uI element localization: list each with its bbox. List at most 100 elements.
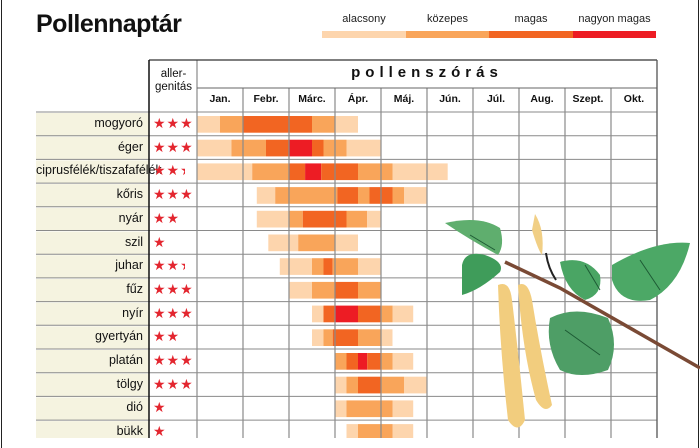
plant-name: gyertyán (95, 329, 143, 344)
plant-name: szil (124, 234, 143, 249)
legend-label: közepes (427, 13, 468, 25)
row-label-background (36, 207, 149, 231)
pollen-segment (358, 329, 381, 346)
month-label: Júl. (486, 93, 506, 105)
legend-label: alacsony (342, 13, 386, 25)
plant-name: juhar (115, 258, 143, 273)
pollen-segment (358, 258, 381, 275)
row-label-background (36, 255, 149, 278)
plant-name: éger (117, 139, 143, 154)
pollen-segment (337, 187, 358, 204)
pollen-segment (392, 163, 448, 181)
allergenicity-stars: ★★★ (153, 257, 185, 274)
pollen-segment (392, 400, 414, 418)
pollen-segment (358, 187, 370, 204)
row-label-background (36, 184, 149, 207)
pollen-segment (302, 210, 347, 228)
pollen-segment (312, 116, 335, 133)
pollen-segment (312, 329, 324, 346)
pollen-segment (335, 353, 347, 370)
pollen-segment (346, 400, 393, 418)
allergenicity-header: aller-genitás (150, 68, 197, 94)
pollen-segment (323, 305, 335, 323)
row-label-background (36, 397, 149, 421)
pollen-segment (335, 305, 358, 323)
pollen-segment (312, 139, 324, 157)
pollen-segment (268, 234, 299, 252)
pollen-segment (381, 305, 393, 323)
row-label-background (36, 421, 149, 438)
month-label: Jún. (439, 93, 461, 105)
pollen-segment (252, 163, 289, 181)
pollen-segment (358, 163, 393, 181)
row-label-background (36, 350, 149, 373)
legend-swatch (489, 31, 573, 38)
row-label-background (36, 326, 149, 349)
plant-name: ciprusfélék/tiszafafélék (36, 163, 162, 178)
allergenicity-stars: ★★★ (153, 186, 194, 203)
plant-name: nyár (118, 210, 143, 225)
pollen-segment (335, 234, 358, 252)
pollen-segment (332, 329, 358, 346)
pollen-segment (404, 187, 427, 204)
pollen-segment (266, 139, 289, 157)
page-title: Pollennaptár (36, 10, 182, 38)
pollen-segment (346, 424, 358, 438)
pollen-segment (381, 329, 393, 346)
row-label-background (36, 160, 149, 184)
allergenicity-header-line: genitás (154, 81, 193, 93)
pollen-segment (404, 376, 427, 394)
pollen-segment (275, 187, 338, 204)
row-label-background (36, 231, 149, 255)
pollen-segment (321, 163, 358, 181)
pollen-segment (312, 281, 335, 299)
pollen-segment (197, 163, 253, 181)
pollen-segment (392, 353, 414, 370)
pollen-segment (332, 258, 358, 275)
pollen-segment (381, 376, 404, 394)
pollen-segment (279, 258, 312, 275)
pollen-segment (231, 139, 266, 157)
pollen-segment (381, 353, 393, 370)
plant-name: kőris (116, 187, 143, 202)
half-star-icon: ★ (180, 257, 185, 274)
month-label: Okt. (623, 93, 645, 105)
pollen-segment (358, 424, 393, 438)
birch-branch-illustration (445, 214, 700, 428)
legend-swatch (405, 31, 489, 38)
pollen-segment (335, 376, 347, 394)
pollen-segment (256, 187, 276, 204)
plant-name: mogyoró (94, 116, 143, 130)
pollen-segment (289, 139, 312, 157)
row-label-background (36, 113, 149, 136)
pollen-segment (358, 376, 381, 394)
allergenicity-stars: ★★★ (153, 304, 194, 321)
plant-name: fűz (126, 281, 143, 296)
month-label: Febr. (253, 93, 279, 105)
pollen-segment (289, 210, 303, 228)
pollen-segment (197, 139, 232, 157)
allergenicity-header-line: aller- (160, 68, 187, 80)
legend-label: nagyon magas (578, 13, 651, 25)
row-label-background (36, 136, 149, 160)
pollen-segment (367, 353, 381, 370)
allergenicity-stars: ★★★ (153, 115, 194, 131)
pollen-segment (312, 305, 324, 323)
row-label-background (36, 373, 149, 397)
allergenicity-stars: ★★★ (153, 352, 194, 368)
pollen-segment (335, 400, 347, 418)
legend-swatch (572, 31, 656, 38)
month-label: Aug. (530, 93, 554, 105)
pollen-segment (312, 258, 324, 275)
pollen-segment (289, 163, 306, 181)
pollen-segment (243, 116, 312, 133)
legend-swatch (322, 31, 406, 38)
pollen-segment (367, 210, 381, 228)
allergenicity-stars: ★★★ (153, 280, 194, 297)
pollen-segment (392, 187, 404, 204)
row-label-background (36, 302, 149, 326)
month-label: Máj. (393, 93, 415, 105)
plant-name: nyír (122, 305, 143, 320)
legend-label: magas (514, 13, 548, 25)
pollen-segment (358, 281, 381, 299)
